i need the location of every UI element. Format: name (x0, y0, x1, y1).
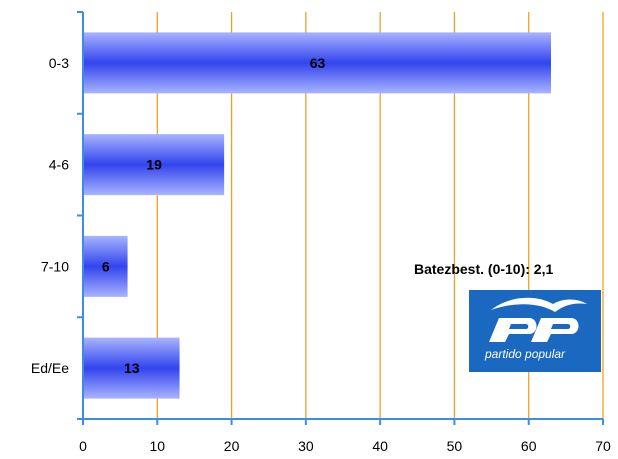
x-tick-label-60: 60 (521, 438, 537, 454)
pp-logo: partido popular (469, 290, 601, 372)
logo-bird-icon (491, 297, 587, 312)
x-tick-label-0: 0 (79, 438, 87, 454)
bar-Ed/Ee (84, 337, 180, 399)
data-label-Ed/Ee: 13 (124, 360, 140, 376)
logo-subtitle: partido popular (484, 347, 566, 361)
x-tick-label-70: 70 (595, 438, 611, 454)
y-tick-label-Ed/Ee: Ed/Ee (31, 360, 69, 376)
x-tick-label-10: 10 (149, 438, 165, 454)
y-tick-label-0-3: 0-3 (49, 55, 69, 71)
bar-7-10 (84, 235, 128, 297)
data-label-7-10: 6 (102, 258, 110, 274)
y-tick-label-7-10: 7-10 (41, 258, 69, 274)
bar-0-3 (84, 32, 551, 94)
labels: 0 10 20 30 40 50 60 70 63 0-3 19 4-6 6 7-10 13 Ed/Ee (31, 55, 611, 454)
data-label-4-6: 19 (146, 157, 162, 173)
average-annotation: Batezbest. (0-10): 2,1 (414, 261, 553, 277)
x-tick-label-50: 50 (447, 438, 463, 454)
bars (84, 32, 551, 399)
x-tick-label-30: 30 (298, 438, 314, 454)
data-label-0-3: 63 (310, 55, 326, 71)
bar-4-6 (84, 134, 225, 196)
axes (77, 11, 604, 425)
x-tick-label-40: 40 (372, 438, 388, 454)
y-tick-label-4-6: 4-6 (49, 157, 69, 173)
x-tick-label-20: 20 (224, 438, 240, 454)
logo-pp-letters (489, 318, 579, 342)
